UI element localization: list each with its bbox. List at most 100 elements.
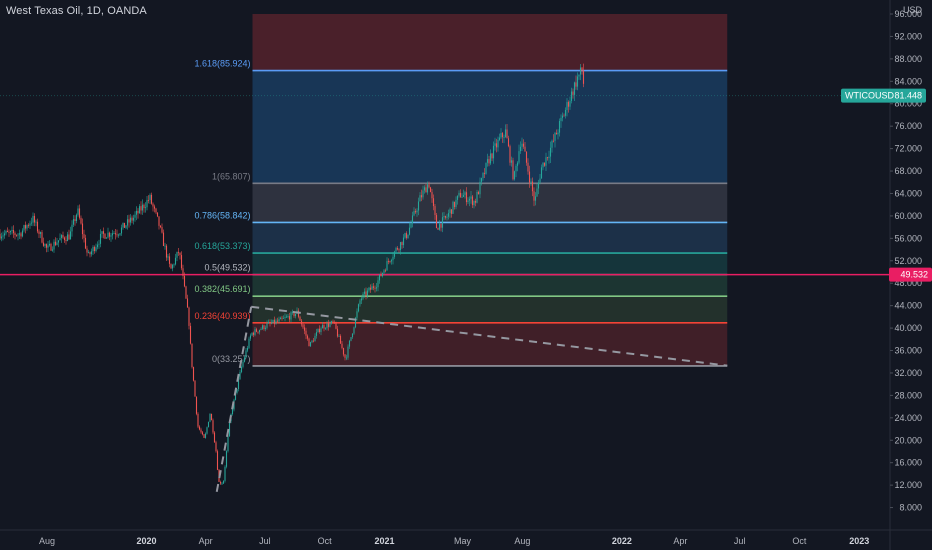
candle-body <box>93 246 96 252</box>
time-tick-label: 2021 <box>375 536 395 546</box>
candle-body <box>354 317 357 328</box>
candle-body <box>308 338 310 347</box>
candle-body <box>444 215 447 218</box>
candle-body <box>18 233 21 235</box>
candle-body <box>417 201 420 211</box>
candle-body <box>257 331 259 333</box>
candle-body <box>557 132 559 135</box>
price-tick-label: 52.000 <box>894 256 922 266</box>
candle-body <box>170 263 172 269</box>
candle-body <box>35 221 37 223</box>
candle-body <box>80 217 82 224</box>
candle-body <box>120 227 123 234</box>
candle-body <box>495 143 498 148</box>
candle-body <box>72 219 75 225</box>
candle-body <box>60 235 63 238</box>
candle-body <box>446 216 448 218</box>
candle-body <box>177 251 180 253</box>
candle-body <box>350 337 352 341</box>
candle-body <box>195 396 198 414</box>
candle-body <box>408 227 411 235</box>
candle-body <box>353 327 355 334</box>
candle-body <box>525 151 528 163</box>
candle-body <box>114 233 117 235</box>
candle-body <box>206 427 208 434</box>
candle-body <box>492 145 495 159</box>
trendline-1 <box>251 305 728 367</box>
candle-body <box>95 247 97 252</box>
time-axis[interactable]: Aug 2020 Apr Jul Oct 2021 May Aug 2022 Apr Jul Oct 2… <box>39 536 869 546</box>
candle-body <box>156 212 159 217</box>
candle-body <box>126 219 129 226</box>
candle-body <box>393 251 396 257</box>
candle-body <box>450 209 453 214</box>
candle-body <box>107 232 109 238</box>
candle-body <box>189 325 192 344</box>
candle-body <box>443 215 445 218</box>
candle-body <box>389 261 391 263</box>
fib-zone-0 <box>252 14 728 71</box>
candle-body <box>17 234 19 236</box>
candle-body <box>12 229 15 234</box>
candle-body <box>387 261 390 262</box>
time-tick-label: Apr <box>199 536 213 546</box>
candle-body <box>506 129 508 139</box>
time-tick-label: 2020 <box>136 536 156 546</box>
candle-body <box>246 347 249 351</box>
candle-body <box>537 182 540 189</box>
candle-body <box>534 196 537 201</box>
candle-body <box>263 325 265 330</box>
price-tick-label: 60.000 <box>894 211 922 221</box>
candle-body <box>255 329 258 332</box>
fib-zone-6 <box>252 296 728 323</box>
candle-body <box>278 319 280 322</box>
candle-body <box>194 380 196 397</box>
candle-body <box>83 234 85 238</box>
candle-body <box>482 172 484 179</box>
candle-body <box>111 233 114 236</box>
price-tick-label: 64.000 <box>894 188 922 198</box>
candle-body <box>312 340 315 342</box>
candle-body <box>237 379 240 390</box>
candle-body <box>545 157 547 166</box>
candle-body <box>347 346 349 358</box>
candle-body <box>329 323 331 327</box>
fib-levels: 1.618(85.924) 1(65.807) 0.786(58.842) 0.618… <box>0 59 890 367</box>
candle-body <box>125 225 127 228</box>
fib-label-5: 0.382(45.691) <box>194 284 250 294</box>
candle-body <box>497 139 499 148</box>
candle-body <box>503 137 505 138</box>
candle-body <box>320 328 322 333</box>
candle-body <box>129 217 132 223</box>
candle-body <box>555 132 558 135</box>
candle-body <box>414 211 417 213</box>
candle-body <box>2 235 4 237</box>
price-tick-label: 24.000 <box>894 413 922 423</box>
candle-body <box>45 244 48 248</box>
candle-body <box>23 225 25 231</box>
candle-body <box>491 153 493 159</box>
candle-body <box>3 233 6 236</box>
candle-body <box>239 372 241 380</box>
candle-body <box>146 200 148 208</box>
candle-body <box>480 178 483 182</box>
candle-body <box>368 287 370 291</box>
candle-body <box>138 206 141 214</box>
time-tick-label: 2022 <box>612 536 632 546</box>
candle-body <box>465 192 468 203</box>
candle-body <box>275 320 277 324</box>
fib-label-0: 1.618(85.924) <box>194 59 250 69</box>
candle-body <box>518 151 520 163</box>
candle-body <box>317 328 319 333</box>
price-tick-label: 44.000 <box>894 301 922 311</box>
candle-body <box>123 222 126 228</box>
candle-body <box>519 146 522 152</box>
candle-body <box>485 162 487 174</box>
candle-body <box>254 329 256 335</box>
price-axis[interactable]: 8.000 12.000 16.000 20.000 24.000 28.000 32.00… <box>890 9 922 513</box>
candle-body <box>335 322 337 329</box>
candle-body <box>380 274 382 277</box>
candle-body <box>413 211 415 216</box>
